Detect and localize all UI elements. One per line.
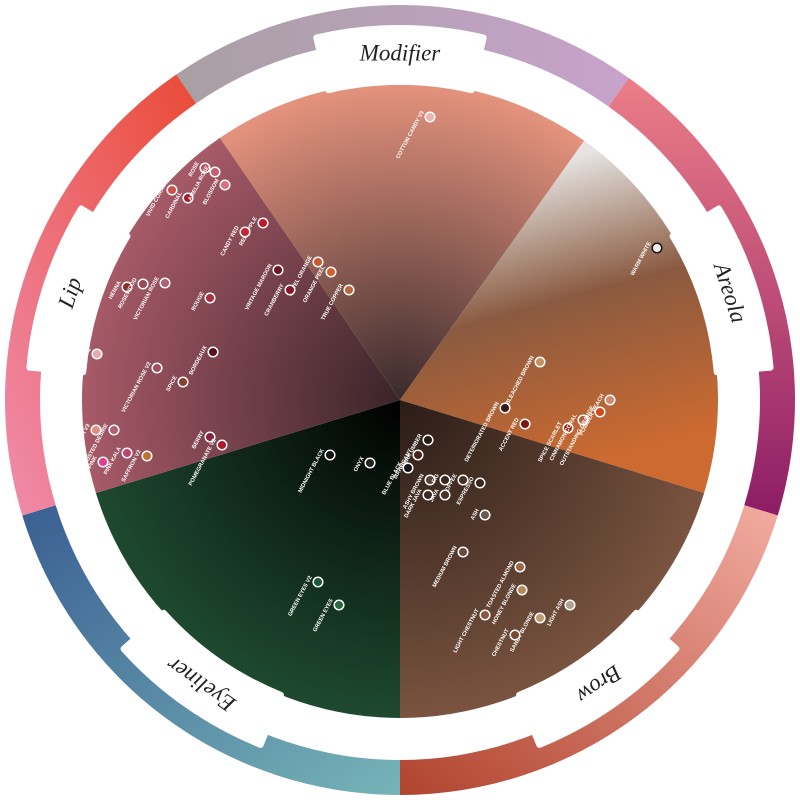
ring-segment <box>176 5 629 107</box>
swatch-dot <box>108 424 120 436</box>
swatch-dot <box>219 179 231 191</box>
swatch-dot <box>166 184 178 196</box>
swatch-dot <box>439 474 451 486</box>
swatch-dot <box>577 414 589 426</box>
swatch-dot <box>177 376 189 388</box>
swatch-dot <box>209 166 221 178</box>
swatch-dot <box>325 266 337 278</box>
swatch: Ash <box>470 508 491 521</box>
swatch-label: Java <box>429 488 441 503</box>
swatch-dot <box>343 284 355 296</box>
swatch-dot <box>312 256 324 268</box>
swatch-dot <box>90 424 102 436</box>
swatch-dot <box>204 292 216 304</box>
swatch-dot <box>91 348 103 360</box>
swatch-dot <box>651 242 663 254</box>
pie-sector <box>95 400 401 718</box>
swatch-dot <box>333 599 345 611</box>
ring-segment <box>400 505 778 796</box>
pie-sector <box>81 137 401 493</box>
swatch-dot <box>479 609 491 621</box>
swatch-dot <box>412 449 424 461</box>
section-label: Modifier <box>359 40 442 65</box>
swatch-dot <box>439 489 451 501</box>
swatch-dot <box>159 277 171 289</box>
swatch-dot <box>364 457 376 469</box>
swatch-dot <box>199 162 211 174</box>
swatch-dot <box>424 111 436 123</box>
swatch-dot <box>564 599 576 611</box>
swatch-dot <box>509 629 521 641</box>
swatch-dot <box>514 561 526 573</box>
swatch-dot <box>422 489 434 501</box>
swatch-dot <box>216 439 228 451</box>
swatch-dot <box>457 474 469 486</box>
swatch: Java <box>429 488 451 503</box>
swatch-dot <box>479 509 491 521</box>
swatch-dot <box>137 278 149 290</box>
swatch-dot <box>516 584 528 596</box>
ring-segment <box>22 505 401 795</box>
label-tab <box>516 609 680 748</box>
swatch-dot <box>534 356 546 368</box>
label-tab <box>120 609 284 748</box>
swatch-dot <box>474 477 486 489</box>
label-tab <box>669 205 774 376</box>
swatch-dot <box>207 346 219 358</box>
swatch-dot <box>312 576 324 588</box>
swatch-dot <box>239 226 251 238</box>
swatch-dot <box>257 217 269 229</box>
swatch-dot <box>141 450 153 462</box>
pie-sector <box>400 140 719 493</box>
swatch-dot <box>121 281 133 293</box>
label-tab <box>26 205 131 376</box>
swatch-dot <box>499 402 511 414</box>
swatch-dot <box>534 612 546 624</box>
swatch-dot <box>457 546 469 558</box>
swatch-label: Ash <box>470 508 481 521</box>
swatch-dot <box>121 447 133 459</box>
swatch-dot <box>422 434 434 446</box>
swatch-dot <box>604 394 616 406</box>
swatch-dot <box>562 422 574 434</box>
swatch-dot <box>151 362 163 374</box>
swatch-dot <box>424 474 436 486</box>
pie-sector <box>219 81 585 400</box>
swatch-dot <box>182 192 194 204</box>
swatch-dot <box>272 264 284 276</box>
swatch-dot <box>97 456 109 468</box>
swatch-dot <box>284 284 296 296</box>
swatch-dot <box>594 406 606 418</box>
swatch-dot <box>402 462 414 474</box>
swatch-label: Fig <box>431 473 441 484</box>
swatch: Fig <box>431 473 451 486</box>
label-tab <box>313 25 487 94</box>
swatch-dot <box>519 418 531 430</box>
swatch-dot <box>324 449 336 461</box>
swatch-dot <box>204 431 216 443</box>
